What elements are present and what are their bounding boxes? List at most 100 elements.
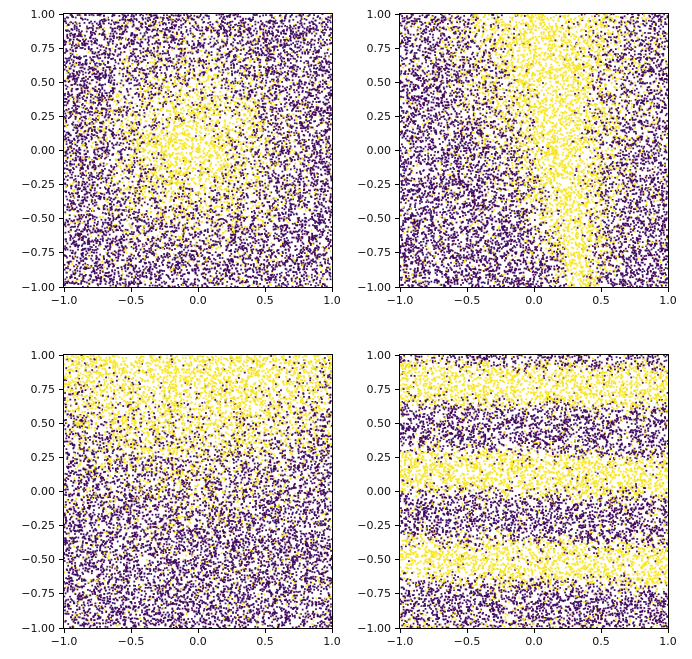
y-tick-label: −1.00 <box>357 280 391 294</box>
tick-mark <box>466 629 468 633</box>
y-tick-label: −0.25 <box>21 178 55 192</box>
x-tick-label: 0.0 <box>525 294 543 307</box>
tick-mark <box>395 47 399 49</box>
subplot-top-right: 1.00 0.75 0.50 0.25 0.00 −0.25 −0.50 −0.75 −1.00… <box>336 8 676 314</box>
tick-mark <box>59 218 63 220</box>
y-tick-label: 0.00 <box>30 485 56 498</box>
tick-mark <box>395 491 399 492</box>
tick-mark <box>59 47 63 49</box>
y-tick-label: 0.25 <box>30 109 56 123</box>
tick-mark <box>395 627 399 629</box>
y-tick-label: 1.00 <box>30 348 56 362</box>
tick-mark <box>331 288 333 292</box>
y-tick-label: −0.75 <box>21 587 55 601</box>
x-tick-label: 1.0 <box>323 294 341 307</box>
y-tick-label: −0.75 <box>357 246 391 260</box>
x-tick-label: −1.0 <box>386 294 414 307</box>
x-tick-label: 1.0 <box>323 635 341 648</box>
tick-mark <box>264 288 266 292</box>
tick-mark <box>600 629 602 633</box>
tick-mark <box>395 184 399 186</box>
scatter-canvas <box>64 14 332 287</box>
tick-mark <box>59 422 63 424</box>
x-tick-label: −0.5 <box>453 294 481 307</box>
tick-mark <box>395 593 399 595</box>
y-tick-label: −1.00 <box>357 621 391 635</box>
x-tick-label: −1.0 <box>386 635 414 648</box>
x-tick-label: 0.5 <box>256 294 274 307</box>
tick-mark <box>197 288 199 292</box>
tick-mark <box>466 288 468 292</box>
axes-frame <box>399 13 669 288</box>
y-tick-label: 0.50 <box>30 416 56 430</box>
tick-mark <box>197 629 199 633</box>
tick-mark <box>264 629 266 633</box>
y-tick-label: 1.00 <box>366 7 392 21</box>
x-tick-label: 0.0 <box>189 294 207 307</box>
tick-mark <box>130 288 132 292</box>
tick-mark <box>59 388 63 390</box>
axes-frame <box>63 354 333 629</box>
scatter-canvas <box>64 355 332 628</box>
tick-mark <box>395 456 399 458</box>
tick-mark <box>59 81 63 83</box>
y-tick-label: −0.25 <box>357 519 391 533</box>
y-tick-label: −0.50 <box>357 212 391 226</box>
x-tick-label: 0.0 <box>525 635 543 648</box>
y-tick-label: 0.75 <box>366 41 392 55</box>
y-tick-label: −0.25 <box>357 178 391 192</box>
x-tick-label: 0.0 <box>189 635 207 648</box>
tick-mark <box>59 13 63 15</box>
y-tick-label: 0.75 <box>30 41 56 55</box>
x-tick-label: 0.5 <box>592 635 610 648</box>
x-tick-label: −1.0 <box>50 635 78 648</box>
tick-mark <box>395 525 399 527</box>
tick-mark <box>59 456 63 458</box>
y-tick-label: 0.25 <box>30 450 56 464</box>
tick-mark <box>59 286 63 288</box>
tick-mark <box>533 629 535 633</box>
y-tick-label: −0.50 <box>357 553 391 567</box>
tick-mark <box>395 13 399 15</box>
x-tick-label: 1.0 <box>659 294 677 307</box>
y-tick-label: 0.75 <box>30 382 56 396</box>
y-tick-label: −0.75 <box>21 246 55 260</box>
tick-mark <box>395 150 399 151</box>
tick-mark <box>59 627 63 629</box>
y-tick-label: 1.00 <box>366 348 392 362</box>
y-tick-label: 0.00 <box>366 485 392 498</box>
y-tick-label: 0.50 <box>30 75 56 89</box>
tick-mark <box>399 629 401 633</box>
tick-mark <box>59 593 63 595</box>
y-tick-label: 0.00 <box>366 144 392 157</box>
x-tick-label: −0.5 <box>117 635 145 648</box>
axes-frame <box>399 354 669 629</box>
subplot-top-left: 1.00 0.75 0.50 0.25 0.00 −0.25 −0.50 −0.75 −1.00… <box>0 8 340 314</box>
y-tick-label: 0.75 <box>366 382 392 396</box>
tick-mark <box>395 286 399 288</box>
y-tick-label: −1.00 <box>21 621 55 635</box>
tick-mark <box>399 288 401 292</box>
x-tick-label: −1.0 <box>50 294 78 307</box>
x-tick-label: 1.0 <box>659 635 677 648</box>
tick-mark <box>59 184 63 186</box>
axes-frame <box>63 13 333 288</box>
x-tick-label: −0.5 <box>453 635 481 648</box>
tick-mark <box>59 252 63 254</box>
tick-mark <box>63 629 65 633</box>
y-tick-label: 0.50 <box>366 75 392 89</box>
tick-mark <box>63 288 65 292</box>
tick-mark <box>533 288 535 292</box>
subplot-bottom-left: 1.00 0.75 0.50 0.25 0.00 −0.25 −0.50 −0.75 −1.00… <box>0 349 340 655</box>
tick-mark <box>395 388 399 390</box>
y-tick-label: 0.25 <box>366 450 392 464</box>
x-tick-label: −0.5 <box>117 294 145 307</box>
tick-mark <box>59 354 63 356</box>
y-tick-label: 0.00 <box>30 144 56 157</box>
tick-mark <box>59 150 63 151</box>
tick-mark <box>130 629 132 633</box>
y-tick-label: 0.25 <box>366 109 392 123</box>
tick-mark <box>600 288 602 292</box>
tick-mark <box>59 115 63 117</box>
